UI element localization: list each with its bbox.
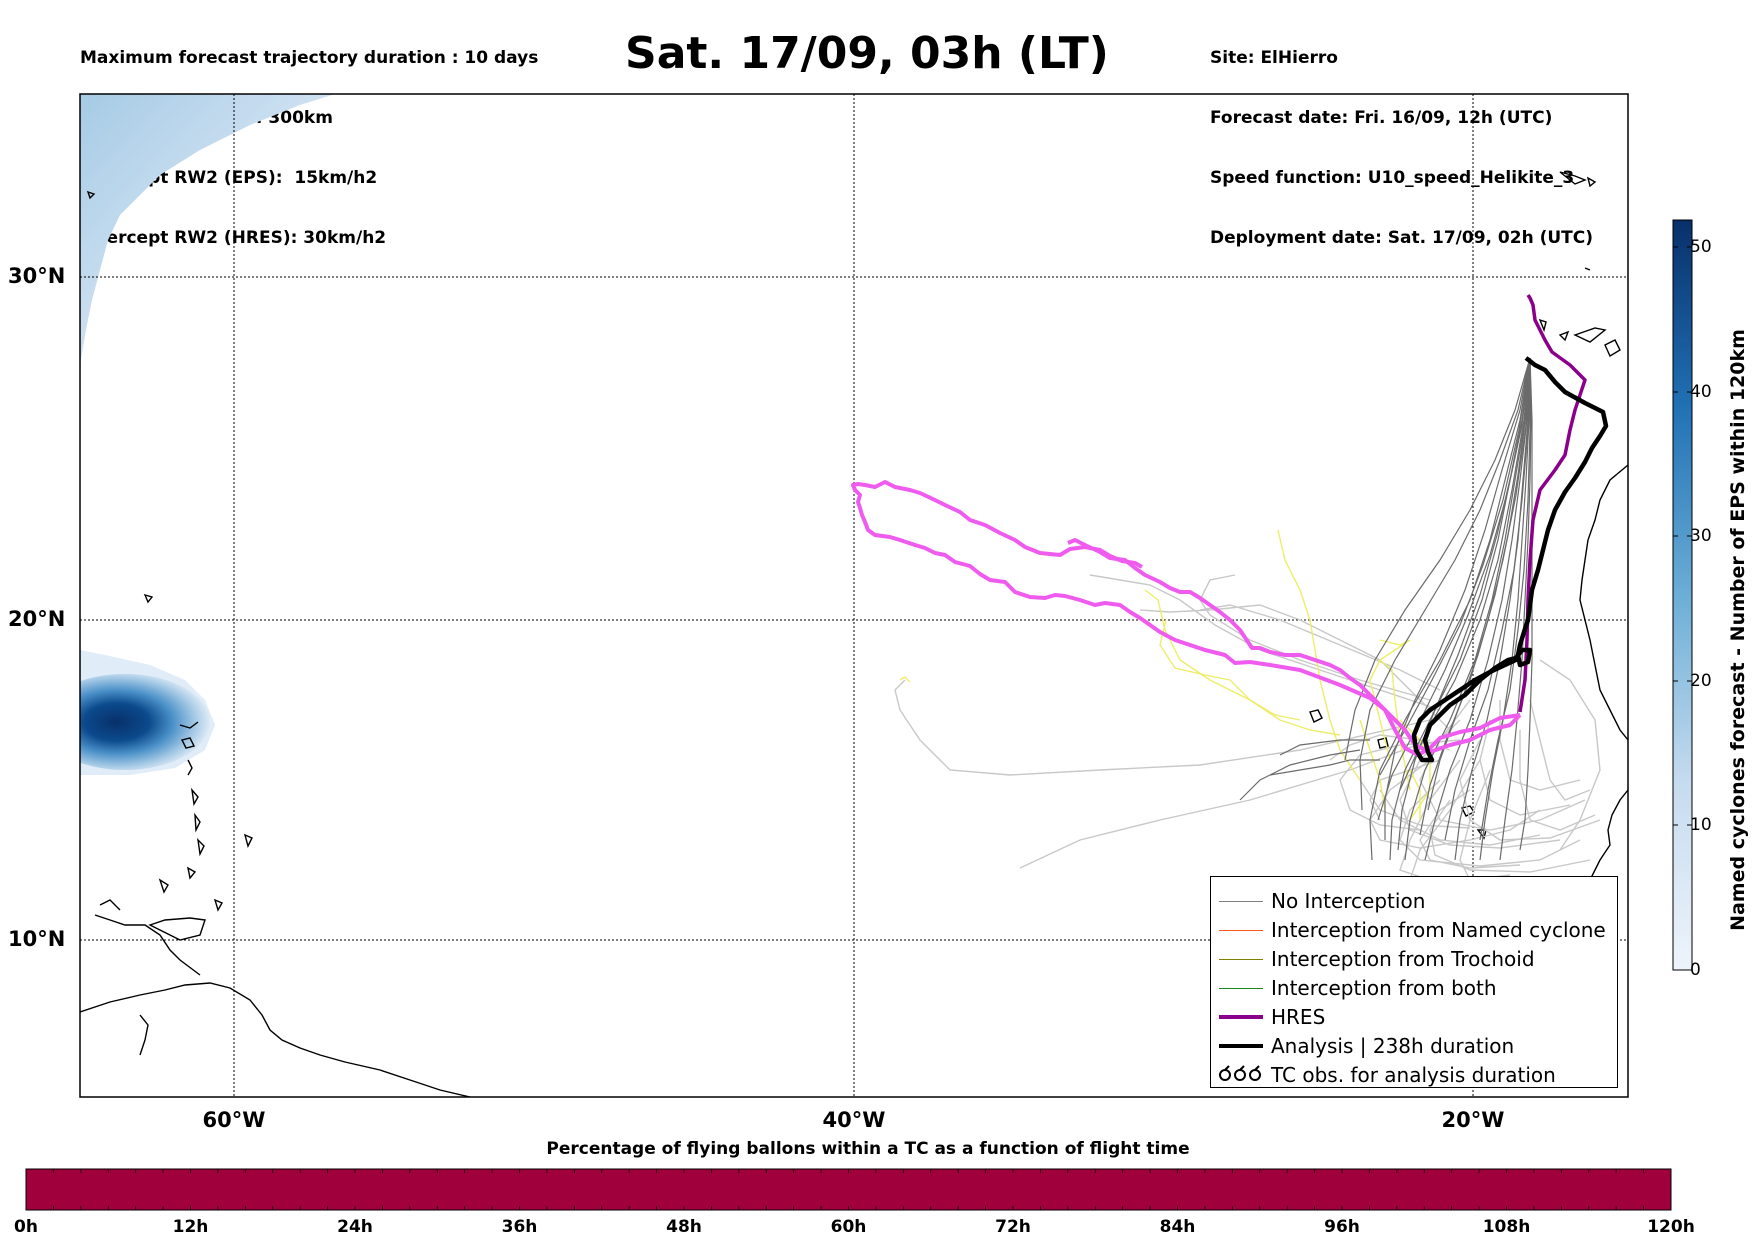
flight-time-tick-12h: 12h — [172, 1217, 209, 1237]
header-deployment-date: Deployment date: Sat. 17/09, 02h (UTC) — [1210, 228, 1594, 248]
lat-label-10n: 10°N — [8, 927, 66, 951]
flight-time-tick-84h: 84h — [1159, 1217, 1196, 1237]
colorbar-tick-30: 30 — [1690, 526, 1712, 546]
legend-line-analysis — [1219, 1043, 1263, 1048]
header-forecast-date: Forecast date: Fri. 16/09, 12h (UTC) — [1210, 108, 1553, 128]
map-title: Sat. 17/09, 03h (LT) — [625, 28, 1109, 79]
colorbar — [1672, 219, 1693, 971]
colorbar-tick-50: 50 — [1690, 237, 1712, 257]
map-frame — [79, 93, 1629, 1098]
flight-time-tick-60h: 60h — [830, 1217, 867, 1237]
colorbar-tick-0: 0 — [1690, 960, 1701, 980]
lat-label-30n: 30°N — [8, 264, 66, 288]
analysis-trajectory — [1411, 356, 1609, 763]
flight-time-bar — [25, 1168, 1672, 1211]
flight-time-tick-72h: 72h — [995, 1217, 1031, 1237]
legend-item-tc-obs: TC obs. for analysis duration — [1211, 1060, 1617, 1089]
flight-time-bar-ticks — [25, 1169, 1672, 1210]
legend-item-analysis: Analysis | 238h duration — [1211, 1031, 1617, 1060]
colorbar-tick-40: 40 — [1690, 382, 1712, 402]
flight-time-tick-0h: 0h — [14, 1217, 38, 1237]
density-nw — [80, 94, 335, 365]
coastlines — [80, 171, 1628, 1097]
legend-item-no-interception: No Interception — [1211, 886, 1617, 915]
hres-trajectory-main — [1067, 538, 1522, 754]
hres-purple-trajectory — [1518, 294, 1587, 713]
tc-symbol-icon — [1219, 1065, 1261, 1081]
legend-line-hres — [1219, 1014, 1263, 1019]
legend-line-both — [1219, 987, 1263, 989]
flight-time-tick-36h: 36h — [501, 1217, 538, 1237]
legend: No Interception Interception from Named … — [1210, 876, 1618, 1088]
density-caribbean-core — [80, 674, 210, 770]
hres-trajectory — [851, 480, 1521, 757]
colorbar-ticks — [1673, 246, 1692, 826]
lat-label-20n: 20°N — [8, 607, 66, 631]
legend-item-named-cyclone: Interception from Named cyclone — [1211, 915, 1617, 944]
flight-time-tick-24h: 24h — [337, 1217, 373, 1237]
flight-time-bar-title: Percentage of flying ballons within a TC… — [546, 1139, 1190, 1159]
colorbar-title: Named cyclones forecast - Number of EPS … — [1727, 329, 1749, 931]
lon-label-20w: 20°W — [1441, 1108, 1505, 1132]
flight-time-tick-48h: 48h — [666, 1217, 702, 1237]
header-right: Site: ElHierro Forecast date: Fri. 16/09… — [1210, 8, 1593, 268]
header-duration: Maximum forecast trajectory duration : 1… — [80, 48, 539, 68]
legend-line-trochoid — [1219, 958, 1263, 960]
legend-item-trochoid: Interception from Trochoid — [1211, 944, 1617, 973]
legend-line-named-cyclone — [1219, 929, 1263, 931]
lon-label-60w: 60°W — [202, 1108, 266, 1132]
legend-item-both: Interception from both — [1211, 973, 1617, 1002]
trajectories-dark — [1239, 357, 1533, 861]
trajectories-yellow — [899, 529, 1431, 821]
flight-time-tick-108h: 108h — [1482, 1217, 1531, 1237]
colorbar-tick-10: 10 — [1690, 815, 1712, 835]
header-speed-function: Speed function: U10_speed_Helikite_3 — [1210, 168, 1575, 188]
legend-line-no-interception — [1219, 900, 1263, 902]
flight-time-tick-120h: 120h — [1647, 1217, 1695, 1237]
flight-time-tick-96h: 96h — [1324, 1217, 1360, 1237]
colorbar-tick-20: 20 — [1690, 671, 1712, 691]
legend-item-hres: HRES — [1211, 1002, 1617, 1031]
header-site: Site: ElHierro — [1210, 48, 1338, 68]
lon-label-40w: 40°W — [822, 1108, 886, 1132]
